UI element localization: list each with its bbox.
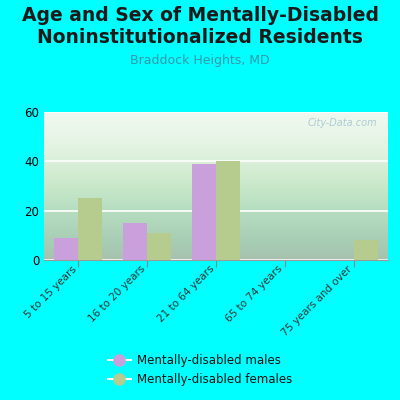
Bar [123, 223, 147, 260]
Text: 75 years and over: 75 years and over [280, 264, 354, 338]
Bar [78, 198, 102, 260]
Bar [54, 238, 78, 260]
Legend: Mentally-disabled males, Mentally-disabled females: Mentally-disabled males, Mentally-disabl… [108, 354, 292, 386]
Text: City-Data.com: City-Data.com [308, 118, 378, 128]
Text: 21 to 64 years: 21 to 64 years [156, 264, 216, 324]
Bar [216, 161, 240, 260]
Bar [354, 240, 378, 260]
Text: 65 to 74 years: 65 to 74 years [224, 264, 285, 324]
Text: 16 to 20 years: 16 to 20 years [87, 264, 147, 324]
Text: Age and Sex of Mentally-Disabled
Noninstitutionalized Residents: Age and Sex of Mentally-Disabled Noninst… [22, 6, 378, 47]
Bar [192, 164, 216, 260]
Bar [147, 233, 171, 260]
Text: 5 to 15 years: 5 to 15 years [23, 264, 78, 320]
Text: Braddock Heights, MD: Braddock Heights, MD [130, 54, 270, 67]
